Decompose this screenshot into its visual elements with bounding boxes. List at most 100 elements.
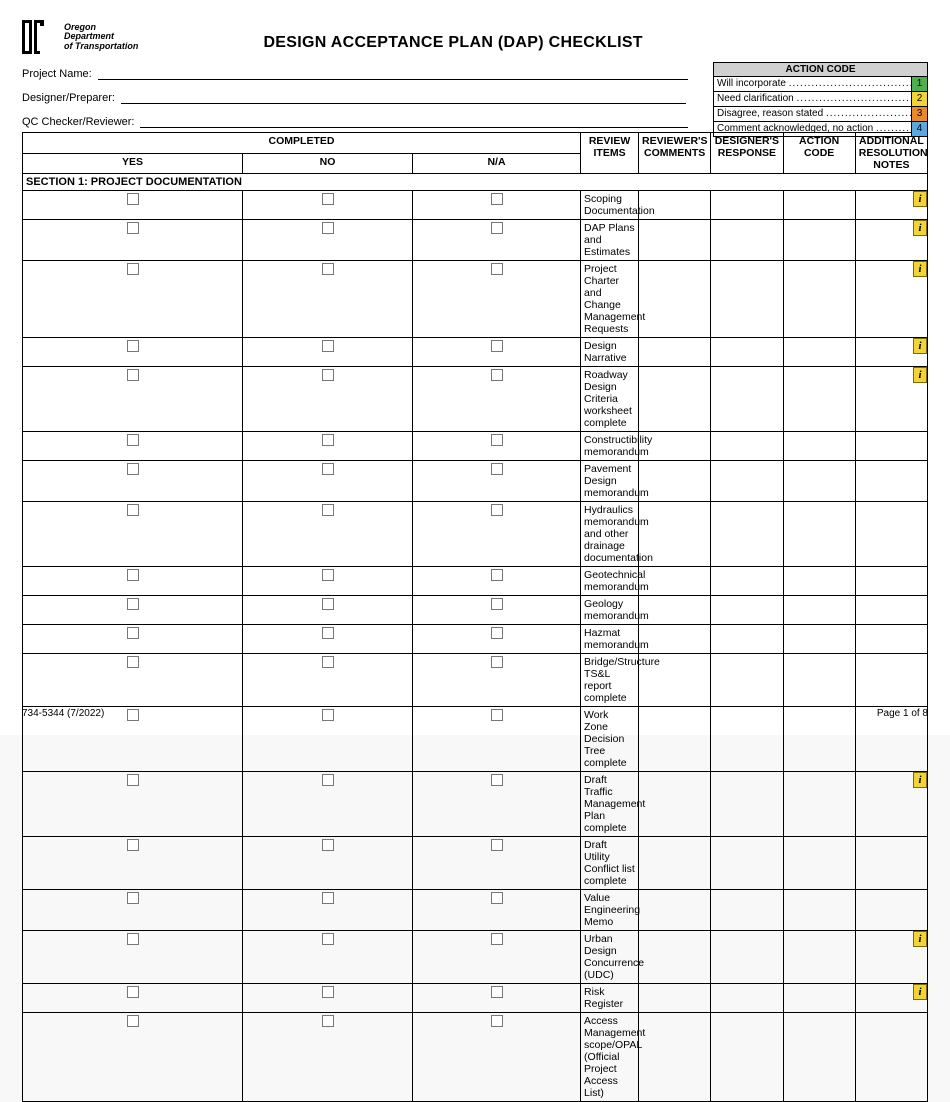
checkbox-icon[interactable] bbox=[322, 627, 334, 639]
checkbox-yes[interactable] bbox=[23, 367, 243, 432]
checkbox-icon[interactable] bbox=[127, 656, 139, 668]
checkbox-icon[interactable] bbox=[491, 434, 503, 446]
checkbox-no[interactable] bbox=[243, 772, 413, 837]
checkbox-icon[interactable] bbox=[322, 933, 334, 945]
reviewers-comments-cell[interactable] bbox=[639, 367, 711, 432]
checkbox-no[interactable] bbox=[243, 654, 413, 707]
checkbox-na[interactable] bbox=[413, 596, 581, 625]
checkbox-icon[interactable] bbox=[491, 839, 503, 851]
reviewers-comments-cell[interactable] bbox=[639, 338, 711, 367]
action-code-cell[interactable] bbox=[783, 890, 855, 931]
notes-cell[interactable] bbox=[855, 502, 927, 567]
designers-response-cell[interactable] bbox=[711, 931, 783, 984]
checkbox-yes[interactable] bbox=[23, 625, 243, 654]
checkbox-icon[interactable] bbox=[491, 1015, 503, 1027]
checkbox-icon[interactable] bbox=[491, 892, 503, 904]
checkbox-icon[interactable] bbox=[322, 774, 334, 786]
checkbox-no[interactable] bbox=[243, 596, 413, 625]
info-icon[interactable]: i bbox=[913, 338, 927, 354]
checkbox-na[interactable] bbox=[413, 931, 581, 984]
checkbox-icon[interactable] bbox=[127, 933, 139, 945]
designers-response-cell[interactable] bbox=[711, 261, 783, 338]
checkbox-yes[interactable] bbox=[23, 890, 243, 931]
checkbox-icon[interactable] bbox=[322, 340, 334, 352]
info-icon[interactable]: i bbox=[913, 984, 927, 1000]
designers-response-cell[interactable] bbox=[711, 596, 783, 625]
action-code-cell[interactable] bbox=[783, 654, 855, 707]
designers-response-cell[interactable] bbox=[711, 367, 783, 432]
checkbox-no[interactable] bbox=[243, 625, 413, 654]
checkbox-no[interactable] bbox=[243, 502, 413, 567]
checkbox-icon[interactable] bbox=[491, 504, 503, 516]
checkbox-no[interactable] bbox=[243, 432, 413, 461]
designers-response-cell[interactable] bbox=[711, 772, 783, 837]
action-code-cell[interactable] bbox=[783, 596, 855, 625]
checkbox-yes[interactable] bbox=[23, 596, 243, 625]
reviewers-comments-cell[interactable] bbox=[639, 931, 711, 984]
checkbox-icon[interactable] bbox=[322, 656, 334, 668]
info-icon[interactable]: i bbox=[913, 772, 927, 788]
notes-cell[interactable] bbox=[855, 654, 927, 707]
checkbox-yes[interactable] bbox=[23, 432, 243, 461]
info-icon[interactable]: i bbox=[913, 220, 927, 236]
designers-response-cell[interactable] bbox=[711, 984, 783, 1013]
designers-response-cell[interactable] bbox=[711, 432, 783, 461]
notes-cell[interactable] bbox=[855, 432, 927, 461]
info-icon[interactable]: i bbox=[913, 367, 927, 383]
checkbox-na[interactable] bbox=[413, 654, 581, 707]
notes-cell[interactable] bbox=[855, 461, 927, 502]
checkbox-icon[interactable] bbox=[491, 933, 503, 945]
checkbox-icon[interactable] bbox=[127, 774, 139, 786]
checkbox-yes[interactable] bbox=[23, 220, 243, 261]
checkbox-na[interactable] bbox=[413, 567, 581, 596]
notes-cell[interactable]: i bbox=[855, 367, 927, 432]
checkbox-na[interactable] bbox=[413, 432, 581, 461]
checkbox-icon[interactable] bbox=[127, 263, 139, 275]
checkbox-icon[interactable] bbox=[127, 569, 139, 581]
checkbox-icon[interactable] bbox=[491, 656, 503, 668]
designers-response-cell[interactable] bbox=[711, 191, 783, 220]
checkbox-icon[interactable] bbox=[127, 986, 139, 998]
checkbox-na[interactable] bbox=[413, 502, 581, 567]
checkbox-icon[interactable] bbox=[322, 263, 334, 275]
checkbox-na[interactable] bbox=[413, 261, 581, 338]
action-code-cell[interactable] bbox=[783, 367, 855, 432]
checkbox-icon[interactable] bbox=[491, 463, 503, 475]
checkbox-na[interactable] bbox=[413, 191, 581, 220]
checkbox-yes[interactable] bbox=[23, 984, 243, 1013]
checkbox-icon[interactable] bbox=[127, 892, 139, 904]
notes-cell[interactable]: i bbox=[855, 931, 927, 984]
checkbox-icon[interactable] bbox=[491, 369, 503, 381]
reviewers-comments-cell[interactable] bbox=[639, 625, 711, 654]
reviewers-comments-cell[interactable] bbox=[639, 567, 711, 596]
checkbox-icon[interactable] bbox=[491, 627, 503, 639]
checkbox-no[interactable] bbox=[243, 1013, 413, 1102]
action-code-cell[interactable] bbox=[783, 461, 855, 502]
checkbox-na[interactable] bbox=[413, 338, 581, 367]
action-code-cell[interactable] bbox=[783, 502, 855, 567]
notes-cell[interactable]: i bbox=[855, 338, 927, 367]
checkbox-icon[interactable] bbox=[491, 986, 503, 998]
checkbox-na[interactable] bbox=[413, 984, 581, 1013]
checkbox-icon[interactable] bbox=[322, 193, 334, 205]
checkbox-yes[interactable] bbox=[23, 191, 243, 220]
checkbox-yes[interactable] bbox=[23, 837, 243, 890]
checkbox-yes[interactable] bbox=[23, 261, 243, 338]
checkbox-yes[interactable] bbox=[23, 1013, 243, 1102]
info-icon[interactable]: i bbox=[913, 191, 927, 207]
designers-response-cell[interactable] bbox=[711, 461, 783, 502]
checkbox-icon[interactable] bbox=[322, 463, 334, 475]
checkbox-no[interactable] bbox=[243, 367, 413, 432]
designer-input[interactable] bbox=[121, 90, 686, 104]
checkbox-icon[interactable] bbox=[322, 986, 334, 998]
reviewers-comments-cell[interactable] bbox=[639, 1013, 711, 1102]
checkbox-no[interactable] bbox=[243, 191, 413, 220]
checkbox-icon[interactable] bbox=[322, 434, 334, 446]
reviewers-comments-cell[interactable] bbox=[639, 461, 711, 502]
info-icon[interactable]: i bbox=[913, 261, 927, 277]
notes-cell[interactable]: i bbox=[855, 772, 927, 837]
notes-cell[interactable] bbox=[855, 596, 927, 625]
action-code-cell[interactable] bbox=[783, 261, 855, 338]
checkbox-icon[interactable] bbox=[127, 434, 139, 446]
checkbox-no[interactable] bbox=[243, 338, 413, 367]
